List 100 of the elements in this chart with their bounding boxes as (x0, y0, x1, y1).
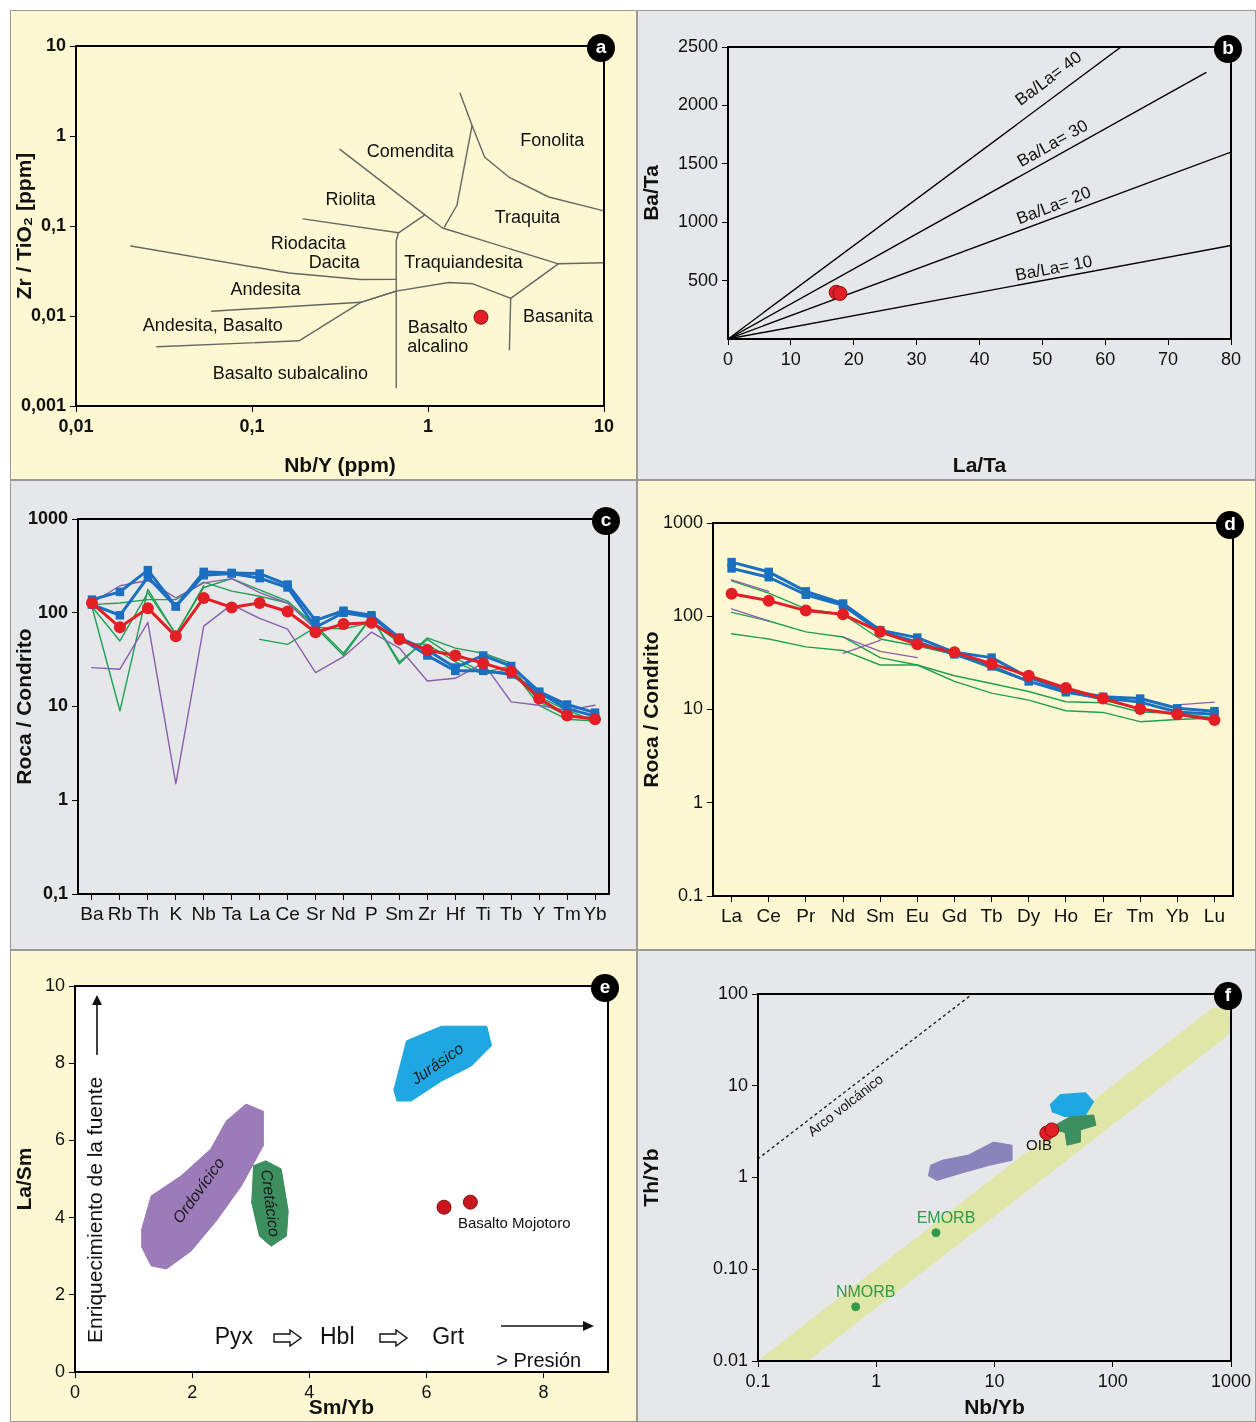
x-tick-label: Ce (275, 902, 300, 924)
y-axis-title: Roca / Condrito (639, 631, 663, 788)
annotation: Pyx (214, 1323, 254, 1350)
y-tick-label: 0.01 (712, 1349, 748, 1370)
x-tick-label: Tm (553, 902, 581, 924)
y-tick-label: 1500 (677, 152, 718, 173)
x-axis-title: Nb/Y (ppm) (284, 453, 396, 477)
y-tick-label: 0,01 (30, 304, 66, 325)
y-tick-label: 10 (47, 695, 68, 716)
x-tick-label: 1000 (1210, 1370, 1252, 1391)
x-tick-label: Ce (756, 904, 781, 926)
x-tick-label: P (365, 902, 378, 924)
annotation: Comendita (366, 141, 455, 162)
annotation: Enriquecimiento de la fuente (83, 1076, 107, 1343)
x-tick-label: 1 (422, 415, 434, 436)
series-label: EMORB (916, 1209, 976, 1227)
y-axis-title: La/Sm (12, 1147, 36, 1211)
annotation: Basalto alcalino (407, 317, 469, 357)
x-tick-label: 10 (780, 348, 801, 369)
x-tick-label: K (169, 902, 183, 924)
x-tick-label: Sr (306, 902, 326, 924)
x-tick-label: 40 (969, 348, 990, 369)
y-tick-label: 1 (692, 791, 703, 812)
annotation: e (599, 976, 611, 998)
y-tick-label: 10 (727, 1074, 748, 1095)
y-tick-label: 100 (672, 605, 703, 626)
x-axis-title: La/Ta (952, 453, 1007, 477)
annotation: > Presión (496, 1349, 582, 1372)
x-tick-label: 0.1 (745, 1370, 771, 1391)
annotation: Grt (432, 1323, 465, 1350)
y-tick-label: 1 (55, 124, 66, 145)
annotation: Basalto Mojotoro (457, 1214, 571, 1232)
x-tick-label: Ti (475, 902, 491, 924)
y-tick-label: 100 (37, 601, 68, 622)
annotation: Traquita (494, 207, 562, 228)
x-tick-label: Tm (1126, 904, 1154, 926)
series-label: NMORB (835, 1283, 896, 1301)
y-axis-title: Zr / TiO₂ [ppm] (12, 152, 36, 300)
y-tick-label: 0.1 (677, 884, 703, 905)
y-tick-label: 2500 (677, 35, 718, 56)
y-tick-label: 100 (717, 982, 748, 1003)
x-tick-label: Ba (80, 902, 105, 924)
annotation: Fonolita (520, 130, 586, 151)
x-tick-label: Pr (796, 904, 817, 926)
annotation: Ba/La= 20 (1013, 182, 1094, 229)
x-tick-label: 80 (1220, 348, 1242, 369)
x-tick-label: Sm (865, 904, 895, 926)
x-tick-label: La (249, 902, 271, 924)
annotation: Ba/La= 10 (1013, 251, 1094, 285)
x-tick-label: 20 (843, 348, 864, 369)
y-tick-label: 1 (57, 789, 68, 810)
x-tick-label: Ho (1053, 904, 1079, 926)
x-tick-label: Rb (107, 902, 133, 924)
annotation: b (1222, 37, 1234, 59)
y-tick-label: 1000 (662, 511, 703, 532)
y-tick-label: 0,001 (20, 394, 66, 415)
y-tick-label: 500 (687, 269, 718, 290)
annotation: f (1224, 984, 1232, 1006)
x-tick-label: 1 (871, 1370, 882, 1391)
y-axis-title: Th/Yb (639, 1148, 663, 1207)
y-tick-label: 0,1 (42, 882, 68, 903)
x-tick-label: Yb (583, 902, 607, 924)
x-tick-label: Sm (385, 902, 414, 924)
annotation: Hbl (319, 1323, 355, 1350)
y-tick-label: 2 (54, 1283, 65, 1304)
y-axis-title: Roca / Condrito (12, 628, 36, 785)
y-tick-label: 1 (737, 1166, 748, 1187)
y-tick-label: 4 (54, 1206, 65, 1227)
y-tick-label: 10 (45, 34, 66, 55)
x-tick-label: 0,1 (239, 415, 265, 436)
y-tick-label: 1000 (677, 211, 718, 232)
x-tick-label: 0 (69, 1381, 81, 1402)
x-tick-label: 10 (593, 415, 615, 436)
annotation: Riodacita (270, 232, 347, 253)
series-label: Cretácico (258, 1168, 284, 1238)
x-tick-label: Th (136, 902, 159, 924)
x-tick-label: 50 (1032, 348, 1053, 369)
x-axis-title: Nb/Yb (964, 1395, 1025, 1419)
y-tick-label: 6 (54, 1129, 65, 1150)
y-tick-label: 0.10 (712, 1258, 748, 1279)
x-tick-label: Hf (445, 902, 466, 924)
annotation: Basalto subalcalino (212, 362, 368, 383)
annotation: Andesita, Basalto (142, 315, 283, 336)
x-tick-label: 2 (187, 1381, 198, 1402)
x-tick-label: Er (1093, 904, 1114, 926)
x-tick-label: 6 (421, 1381, 432, 1402)
x-tick-label: Dy (1017, 904, 1041, 926)
annotation: Traquiandesita (404, 251, 524, 272)
x-tick-label: Zr (418, 902, 437, 924)
y-tick-label: 10 (682, 698, 703, 719)
x-tick-label: La (721, 904, 743, 926)
annotation: Riolita (325, 189, 377, 210)
x-tick-label: 30 (906, 348, 927, 369)
x-tick-label: Nd (331, 902, 356, 924)
y-tick-label: 0,1 (40, 214, 66, 235)
annotation: Andesita (230, 278, 302, 299)
annotation: Dacita (308, 252, 361, 273)
x-tick-label: Tb (980, 904, 1003, 926)
x-tick-label: 70 (1158, 348, 1179, 369)
x-tick-label: 8 (538, 1381, 549, 1402)
